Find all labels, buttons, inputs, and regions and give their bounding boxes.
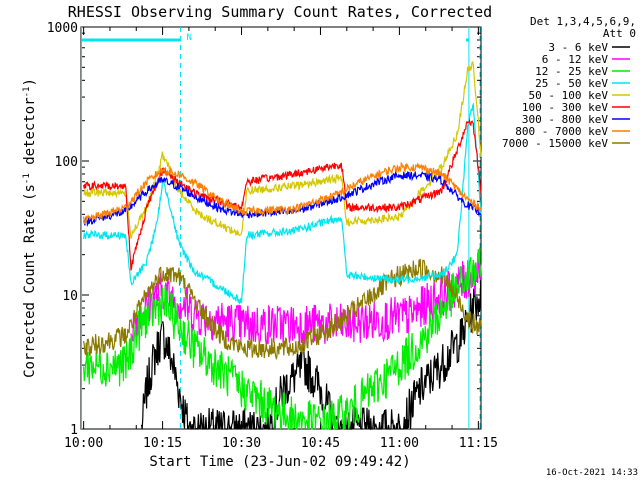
x-tick-label: 10:15 [143, 436, 182, 451]
legend-label: 50 - 100 keV [529, 89, 609, 102]
legend-label: 6 - 12 keV [542, 53, 609, 66]
series-line [83, 118, 482, 271]
x-axis-ticks: 10:00 10:15 10:30 10:45 11:00 11:15 [64, 27, 498, 451]
y-axis-ticks: 1000 100 10 1 [47, 21, 481, 438]
timestamp: 16-Oct-2021 14:33 [546, 468, 638, 478]
x-axis-label: Start Time (23-Jun-02 09:49:42) [149, 454, 410, 470]
y-tick-label: 1000 [47, 21, 78, 36]
legend-label: 7000 - 15000 keV [502, 137, 608, 150]
x-tick-label: 11:15 [459, 436, 498, 451]
legend-label: 25 - 50 keV [535, 77, 608, 90]
legend-label: 3 - 6 keV [548, 41, 608, 54]
x-tick-label: 10:00 [64, 436, 103, 451]
x-tick-label: 11:00 [380, 436, 419, 451]
series-lines [83, 61, 482, 431]
legend-label: 100 - 300 keV [522, 101, 608, 114]
legend-label: 800 - 7000 keV [515, 125, 608, 138]
y-axis-label-main: Corrected Count Rate (s [22, 184, 38, 378]
y-tick-label: 1 [70, 423, 78, 438]
series-line [83, 102, 482, 304]
y-axis-label: Corrected Count Rate (s-1 detector-1) [22, 78, 38, 378]
y-axis-label-mid: detector [22, 97, 38, 173]
legend-header: Att 0 [603, 27, 636, 40]
chart-title: RHESSI Observing Summary Count Rates, Co… [68, 3, 492, 21]
legend-label: 12 - 25 keV [535, 65, 608, 78]
legend-label: 300 - 800 keV [522, 113, 608, 126]
series-line [83, 61, 482, 239]
series-line [83, 161, 482, 225]
time-markers: N [81, 27, 481, 429]
series-line [140, 280, 482, 431]
legend-header: Det 1,3,4,5,6,9, [530, 15, 636, 28]
y-tick-label: 10 [62, 289, 78, 304]
series-line [83, 258, 482, 361]
x-tick-label: 10:30 [222, 436, 261, 451]
night-flag-label: N [186, 33, 191, 43]
y-tick-label: 100 [55, 155, 78, 170]
x-tick-label: 10:45 [301, 436, 340, 451]
y-axis-label-end: ) [22, 78, 38, 86]
y-axis-label-sup2: -1 [22, 87, 32, 98]
y-axis-label-sup1: -1 [22, 173, 32, 184]
